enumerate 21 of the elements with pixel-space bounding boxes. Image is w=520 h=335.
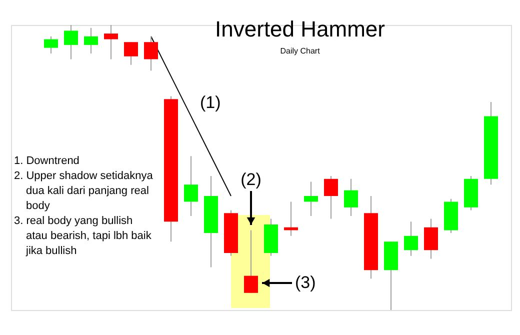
annotation: (1) <box>200 93 221 112</box>
candlestick <box>244 230 258 294</box>
candlestick <box>424 218 438 260</box>
chart-title: Inverted Hammer <box>215 16 385 42</box>
candlestick <box>44 36 58 54</box>
candlestick <box>324 176 338 220</box>
candlestick <box>184 156 198 216</box>
annotation: 1. Downtrend <box>14 155 80 167</box>
annotation: (3) <box>295 273 316 292</box>
candlestick <box>344 178 358 216</box>
candlestick <box>304 181 318 216</box>
annotation: (2) <box>240 170 262 189</box>
annotation: 2. Upper shadow setidaknya dua kali dari panjang real body <box>14 170 154 212</box>
candlestick <box>104 24 118 60</box>
candlestick <box>84 27 98 54</box>
candlestick <box>124 42 138 66</box>
text: Daily Chart <box>280 46 321 56</box>
candlestick <box>64 24 78 60</box>
candlestick <box>144 36 158 72</box>
annotation: 3. real body yang bullish atau bearish, tapi lbh baik jika bullish <box>14 215 152 257</box>
candlestick <box>404 221 418 256</box>
